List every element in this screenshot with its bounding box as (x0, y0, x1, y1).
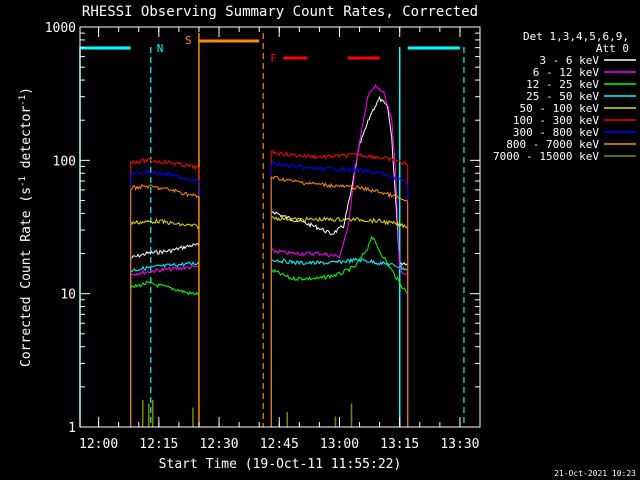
y-axis-ticks: 1 10 100 1000 (45, 21, 480, 436)
y-tick-label: 1 (68, 421, 76, 436)
annotation-layer: N S F (79, 33, 465, 427)
x-tick-label: 12:00 (79, 437, 118, 452)
x-tick-label: 13:00 (320, 437, 359, 452)
x-tick-label: 12:30 (199, 437, 238, 452)
y-axis-label: Corrected Count Rate (s-1 detector-1) (18, 87, 34, 367)
legend-header-line-2: Att 0 (596, 42, 629, 55)
series-line (130, 261, 200, 427)
y-axis-label-exp-2: -1 (18, 95, 28, 106)
y-tick-label: 1000 (45, 21, 76, 36)
x-tick-label: 12:45 (260, 437, 299, 452)
series-layer (130, 84, 409, 427)
legend-entry-label: 300 - 800 keV (513, 126, 599, 139)
legend-entry-label: 100 - 300 keV (513, 114, 599, 127)
night-label: N (157, 42, 164, 55)
series-line (130, 264, 200, 427)
y-tick-label: 100 (53, 154, 76, 169)
series-line (270, 84, 409, 427)
series-line (270, 257, 409, 427)
plot-frame (79, 26, 481, 428)
series-line (130, 183, 200, 427)
flare-label: F (270, 52, 277, 65)
series-line (270, 149, 409, 427)
series-line (270, 95, 409, 427)
legend-entry-label: 7000 - 15000 keV (493, 150, 599, 163)
series-line (130, 158, 200, 427)
x-axis-ticks: 12:00 12:15 12:30 12:45 13:00 13:15 13:30 (79, 27, 481, 452)
series-line (270, 215, 409, 427)
legend-header-line-1: Det 1,3,4,5,6,9, (523, 30, 629, 43)
series-line (130, 280, 200, 427)
legend-entry-label: 6 - 12 keV (533, 66, 600, 79)
legend-entry-label: 12 - 25 keV (526, 78, 599, 91)
y-axis-label-main: Corrected Count Rate (s (19, 187, 34, 367)
x-tick-label: 13:30 (440, 437, 479, 452)
x-tick-label: 12:15 (139, 437, 178, 452)
series-line (270, 161, 409, 427)
legend-entry-label: 25 - 50 keV (526, 90, 599, 103)
y-axis-label-unit: detector (19, 106, 34, 177)
series-line (130, 243, 200, 427)
series-line (270, 235, 409, 427)
y-axis-label-close: ) (19, 87, 34, 95)
saa-label: S (185, 34, 192, 47)
y-tick-label: 10 (60, 288, 76, 303)
legend-entry-label: 3 - 6 keV (539, 54, 599, 67)
series-line (130, 217, 200, 427)
legend-entry-label: 50 - 100 keV (520, 102, 600, 115)
x-tick-label: 13:15 (380, 437, 419, 452)
chart-title: RHESSI Observing Summary Count Rates, Co… (82, 4, 478, 20)
legend-entry-label: 800 - 7000 keV (506, 138, 599, 151)
x-axis-label: Start Time (19-Oct-11 11:55:22) (159, 457, 402, 472)
footer-timestamp: 21-Oct-2021 10:23 (554, 469, 636, 478)
series-line (270, 175, 409, 427)
y-axis-label-exp-1: -1 (18, 176, 28, 187)
series-line (130, 168, 200, 427)
